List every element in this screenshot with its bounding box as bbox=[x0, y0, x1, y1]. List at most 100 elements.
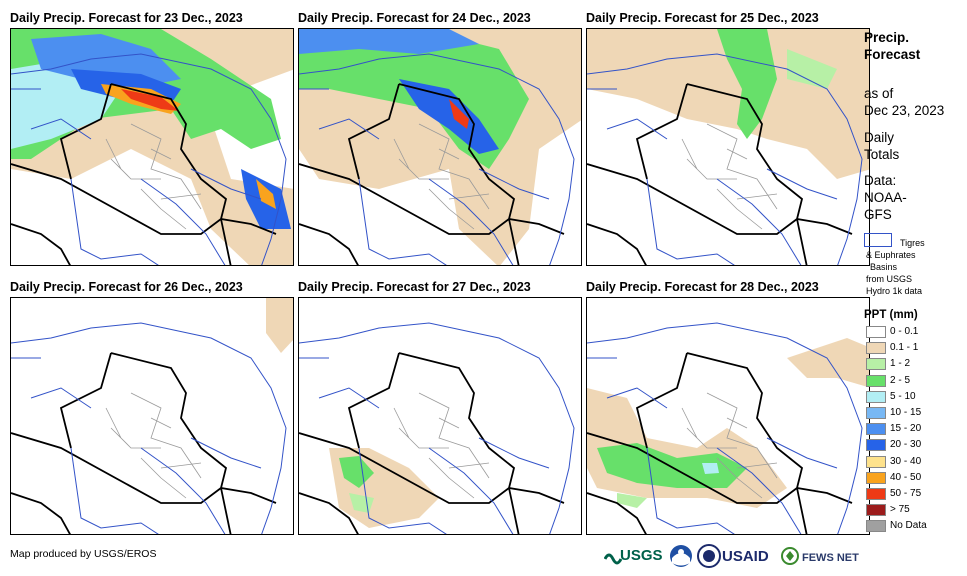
legend-swatch bbox=[866, 390, 886, 403]
fews-net-logo-text: FEWS NET bbox=[802, 552, 859, 564]
dos-seal-logo bbox=[696, 543, 722, 569]
legend-item: 50 - 75 bbox=[866, 487, 966, 503]
legend-item: 0 - 0.1 bbox=[866, 325, 966, 341]
daily-totals-label: Daily Totals bbox=[864, 129, 964, 163]
fews-net-logo: FEWS NET bbox=[780, 543, 860, 569]
precip-field bbox=[702, 463, 719, 474]
legend-label: 40 - 50 bbox=[890, 471, 922, 483]
forecast-panel-4: Daily Precip. Forecast for 26 Dec., 2023 bbox=[10, 279, 294, 541]
legend-item: 40 - 50 bbox=[866, 471, 966, 487]
legend-item: > 75 bbox=[866, 503, 966, 519]
legend-item: No Data bbox=[866, 519, 966, 535]
as-of-date: as of Dec 23, 2023 bbox=[864, 85, 964, 119]
precip-field bbox=[617, 493, 647, 508]
panel-title: Daily Precip. Forecast for 23 Dec., 2023 bbox=[10, 11, 243, 25]
legend-label: > 75 bbox=[890, 504, 910, 516]
precip-field bbox=[339, 456, 374, 488]
province-boundaries bbox=[393, 392, 490, 499]
legend-label: 50 - 75 bbox=[890, 487, 922, 499]
legend-item: 1 - 2 bbox=[866, 357, 966, 373]
forecast-panel-6: Daily Precip. Forecast for 28 Dec., 2023 bbox=[586, 279, 870, 541]
legend-label: 2 - 5 bbox=[890, 374, 911, 386]
precip-map-svg bbox=[11, 298, 293, 534]
country-borders bbox=[587, 83, 853, 265]
legend-item: 30 - 40 bbox=[866, 455, 966, 471]
basin-rivers bbox=[11, 53, 287, 265]
country-borders bbox=[299, 352, 565, 534]
noaa-logo bbox=[668, 543, 694, 569]
forecast-map[interactable] bbox=[298, 28, 582, 266]
map-credit: Map produced by USGS/EROS bbox=[10, 548, 157, 560]
panel-title: Daily Precip. Forecast for 24 Dec., 2023 bbox=[298, 11, 531, 25]
legend-label: 5 - 10 bbox=[890, 390, 916, 402]
legend-swatch bbox=[866, 504, 886, 517]
forecast-map[interactable] bbox=[10, 28, 294, 266]
country-borders bbox=[299, 83, 565, 265]
precip-fields bbox=[11, 29, 293, 265]
legend-swatch bbox=[866, 455, 886, 468]
province-boundaries bbox=[681, 392, 778, 499]
precip-field bbox=[121, 89, 179, 111]
usgs-logo: USGS bbox=[603, 543, 664, 569]
legend-label: 0.1 - 1 bbox=[890, 342, 919, 354]
forecast-map[interactable] bbox=[298, 297, 582, 535]
legend-swatch bbox=[866, 439, 886, 452]
precip-field bbox=[266, 298, 293, 353]
sidebar-title-line: Precip. bbox=[864, 30, 910, 45]
country-borders bbox=[587, 352, 853, 534]
legend-label: 15 - 20 bbox=[890, 423, 922, 435]
basin-rivers bbox=[299, 322, 575, 534]
precip-map-svg bbox=[587, 29, 869, 265]
precip-fields bbox=[266, 298, 293, 353]
data-source: Data: NOAA- GFS bbox=[864, 172, 964, 223]
panel-title: Daily Precip. Forecast for 26 Dec., 2023 bbox=[10, 280, 243, 294]
data-source-line: GFS bbox=[864, 207, 892, 222]
basin-legend-text: Tigres & Euphrates Basins from USGS Hydr… bbox=[866, 237, 966, 297]
legend-swatch bbox=[866, 326, 886, 338]
legend-swatch bbox=[866, 520, 886, 533]
forecast-map[interactable] bbox=[10, 297, 294, 535]
province-boundaries bbox=[681, 123, 778, 230]
province-boundaries bbox=[105, 123, 202, 230]
precip-map-svg bbox=[587, 322, 869, 534]
precip-field bbox=[787, 338, 869, 388]
forecast-map[interactable] bbox=[586, 297, 870, 535]
legend-item: 20 - 30 bbox=[866, 438, 966, 454]
legend-item: 2 - 5 bbox=[866, 374, 966, 390]
basin-rivers bbox=[299, 53, 575, 265]
data-source-line: NOAA- bbox=[864, 190, 907, 205]
forecast-map[interactable] bbox=[586, 28, 870, 266]
forecast-panel-5: Daily Precip. Forecast for 27 Dec., 2023 bbox=[298, 279, 582, 541]
basin-legend-line: Basins bbox=[870, 262, 898, 272]
forecast-panel-3: Daily Precip. Forecast for 25 Dec., 2023 bbox=[586, 10, 870, 272]
precip-field bbox=[256, 179, 276, 209]
panel-title: Daily Precip. Forecast for 28 Dec., 2023 bbox=[586, 280, 819, 294]
basin-rivers bbox=[587, 53, 863, 265]
precip-fields bbox=[299, 29, 581, 265]
legend-item: 10 - 15 bbox=[866, 406, 966, 422]
precip-map-svg bbox=[11, 29, 293, 265]
basin-legend-line: & Euphrates bbox=[866, 250, 916, 260]
legend-label: 20 - 30 bbox=[890, 439, 922, 451]
basin-legend-swatch bbox=[864, 233, 892, 247]
legend-label: 30 - 40 bbox=[890, 455, 922, 467]
precip-field bbox=[449, 99, 469, 129]
usgs-logo-text: USGS bbox=[620, 547, 663, 564]
precip-field bbox=[787, 49, 837, 89]
usaid-logo-text: USAID bbox=[722, 548, 769, 565]
forecast-panel-1: Daily Precip. Forecast for 23 Dec., 2023 bbox=[10, 10, 294, 272]
data-source-line: Data: bbox=[864, 173, 897, 188]
legend-label: 10 - 15 bbox=[890, 406, 922, 418]
panel-title: Daily Precip. Forecast for 25 Dec., 2023 bbox=[586, 11, 819, 25]
legend-swatch bbox=[866, 342, 886, 355]
as-of-value: Dec 23, 2023 bbox=[864, 103, 945, 118]
legend-label: 1 - 2 bbox=[890, 358, 911, 370]
basin-rivers bbox=[587, 322, 863, 534]
legend-swatch bbox=[866, 374, 886, 387]
sidebar-title: Precip. Forecast bbox=[864, 29, 964, 63]
legend-swatch bbox=[866, 358, 886, 371]
basin-legend-line: from USGS bbox=[866, 274, 913, 284]
precip-field bbox=[299, 29, 479, 54]
as-of-label: as of bbox=[864, 86, 894, 101]
panel-title: Daily Precip. Forecast for 27 Dec., 2023 bbox=[298, 280, 531, 294]
